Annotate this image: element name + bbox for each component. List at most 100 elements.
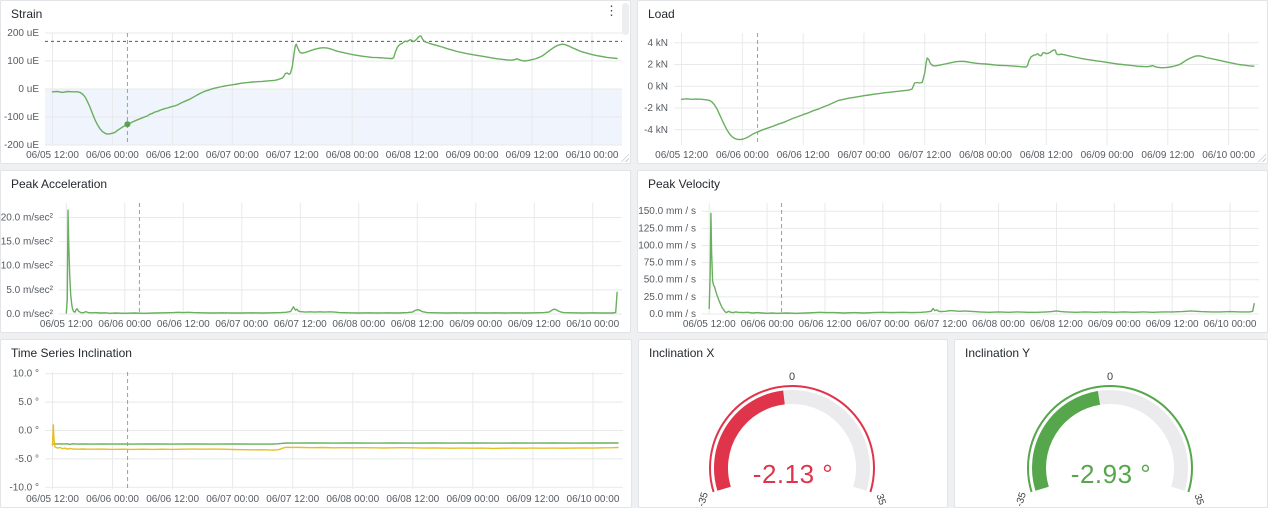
svg-text:-2 kN: -2 kN bbox=[644, 103, 668, 114]
svg-text:06/08 12:00: 06/08 12:00 bbox=[1030, 319, 1083, 330]
svg-text:06/06 00:00: 06/06 00:00 bbox=[86, 150, 139, 161]
svg-text:-35: -35 bbox=[1014, 491, 1029, 507]
svg-text:06/07 12:00: 06/07 12:00 bbox=[914, 319, 967, 330]
svg-text:-10.0 °: -10.0 ° bbox=[9, 482, 39, 493]
svg-text:10.0 m/sec²: 10.0 m/sec² bbox=[1, 261, 54, 272]
panel-header-peak-velocity: Peak Velocity bbox=[638, 171, 1267, 195]
svg-text:06/09 00:00: 06/09 00:00 bbox=[449, 319, 502, 330]
svg-text:0 kN: 0 kN bbox=[647, 81, 668, 92]
panel-time-series-inclination: Time Series Inclination 10.0 ° 5.0 ° 0.0 °… bbox=[0, 339, 632, 508]
svg-text:06/09 12:00: 06/09 12:00 bbox=[507, 494, 560, 505]
inclination-x-value: -2.13 ° bbox=[752, 459, 834, 489]
panel-inclination-x: Inclination X 0 -35 35 -2.13 ° bbox=[638, 339, 948, 508]
inclination-y-gauge: 0 -35 35 -2.93 ° bbox=[955, 364, 1267, 507]
svg-text:06/09 00:00: 06/09 00:00 bbox=[446, 150, 499, 161]
panel-title-peak-velocity[interactable]: Peak Velocity bbox=[648, 177, 721, 191]
panel-title-inclination-x[interactable]: Inclination X bbox=[649, 346, 715, 360]
svg-text:06/07 00:00: 06/07 00:00 bbox=[215, 319, 268, 330]
panel-title-load[interactable]: Load bbox=[648, 7, 675, 21]
panel-title-peak-acceleration[interactable]: Peak Acceleration bbox=[11, 177, 108, 191]
svg-text:06/06 12:00: 06/06 12:00 bbox=[799, 319, 852, 330]
svg-text:06/06 00:00: 06/06 00:00 bbox=[98, 319, 151, 330]
svg-text:06/07 12:00: 06/07 12:00 bbox=[266, 150, 319, 161]
panel-inclination-y: Inclination Y 0 -35 35 -2.93 ° bbox=[954, 339, 1268, 508]
svg-text:35: 35 bbox=[1192, 493, 1206, 507]
svg-text:06/05 12:00: 06/05 12:00 bbox=[683, 319, 736, 330]
svg-text:20.0 m/sec²: 20.0 m/sec² bbox=[1, 212, 54, 223]
panel-title-time-series-inclination[interactable]: Time Series Inclination bbox=[11, 346, 132, 360]
svg-text:06/10 00:00: 06/10 00:00 bbox=[1202, 150, 1255, 161]
dashboard-row-2: Peak Acceleration 20.0 m/sec² 15.0 m/sec²… bbox=[0, 170, 1268, 333]
svg-text:35: 35 bbox=[874, 493, 888, 507]
svg-text:0: 0 bbox=[1107, 371, 1113, 383]
inclination-x-gauge: 0 -35 35 -2.13 ° bbox=[639, 364, 947, 507]
panel-hover-strip bbox=[622, 3, 629, 35]
svg-text:75.0 mm / s: 75.0 mm / s bbox=[644, 258, 696, 269]
svg-text:-100 uE: -100 uE bbox=[4, 112, 39, 123]
svg-text:06/08 12:00: 06/08 12:00 bbox=[1020, 150, 1073, 161]
svg-text:06/06 12:00: 06/06 12:00 bbox=[777, 150, 830, 161]
inclination-y-gauge-arc: 0 -35 35 bbox=[1014, 371, 1206, 507]
svg-text:100.0 mm / s: 100.0 mm / s bbox=[638, 240, 696, 251]
panel-header-load: Load bbox=[638, 1, 1267, 25]
svg-text:-4 kN: -4 kN bbox=[644, 125, 668, 136]
svg-text:06/07 00:00: 06/07 00:00 bbox=[206, 494, 259, 505]
kebab-menu-icon[interactable]: ⋮ bbox=[605, 3, 618, 18]
svg-text:06/08 12:00: 06/08 12:00 bbox=[386, 494, 439, 505]
peak-velocity-chart[interactable]: 150.0 mm / s 125.0 mm / s 100.0 mm / s 75.0… bbox=[638, 195, 1267, 332]
svg-text:5.0 m/sec²: 5.0 m/sec² bbox=[6, 285, 53, 296]
svg-text:06/06 12:00: 06/06 12:00 bbox=[146, 150, 199, 161]
svg-text:06/06 12:00: 06/06 12:00 bbox=[157, 319, 210, 330]
svg-text:06/09 12:00: 06/09 12:00 bbox=[506, 150, 559, 161]
panel-title-strain[interactable]: Strain bbox=[11, 7, 43, 21]
svg-text:06/10 00:00: 06/10 00:00 bbox=[566, 150, 619, 161]
svg-text:15.0 m/sec²: 15.0 m/sec² bbox=[1, 237, 54, 248]
svg-text:06/10 00:00: 06/10 00:00 bbox=[1204, 319, 1257, 330]
svg-text:150.0 mm / s: 150.0 mm / s bbox=[638, 206, 696, 217]
panel-header-peak-acceleration: Peak Acceleration bbox=[1, 171, 630, 195]
svg-text:06/08 00:00: 06/08 00:00 bbox=[326, 150, 379, 161]
svg-text:0 uE: 0 uE bbox=[18, 84, 39, 95]
svg-text:06/06 00:00: 06/06 00:00 bbox=[716, 150, 769, 161]
svg-text:06/06 00:00: 06/06 00:00 bbox=[741, 319, 794, 330]
svg-text:5.0 °: 5.0 ° bbox=[18, 397, 39, 408]
svg-text:06/07 12:00: 06/07 12:00 bbox=[274, 319, 327, 330]
svg-text:100 uE: 100 uE bbox=[7, 56, 39, 67]
panel-header-inclination-x: Inclination X bbox=[639, 340, 947, 364]
peak-acceleration-chart[interactable]: 20.0 m/sec² 15.0 m/sec² 10.0 m/sec² 5.0 m/s… bbox=[1, 195, 630, 332]
svg-text:06/08 12:00: 06/08 12:00 bbox=[386, 150, 439, 161]
svg-text:06/09 12:00: 06/09 12:00 bbox=[508, 319, 561, 330]
svg-text:06/08 00:00: 06/08 00:00 bbox=[972, 319, 1025, 330]
svg-text:0: 0 bbox=[789, 371, 795, 383]
svg-text:125.0 mm / s: 125.0 mm / s bbox=[638, 223, 696, 234]
svg-text:2 kN: 2 kN bbox=[647, 60, 668, 71]
load-chart[interactable]: 4 kN 2 kN 0 kN -2 kN -4 kN 06/05 12:00 06/06 0… bbox=[638, 25, 1267, 163]
svg-text:06/05 12:00: 06/05 12:00 bbox=[655, 150, 708, 161]
svg-text:06/05 12:00: 06/05 12:00 bbox=[26, 150, 79, 161]
svg-text:-35: -35 bbox=[696, 491, 711, 507]
svg-text:0.0 m/sec²: 0.0 m/sec² bbox=[6, 309, 53, 320]
panel-header-strain: Strain bbox=[1, 1, 630, 25]
svg-text:06/06 00:00: 06/06 00:00 bbox=[86, 494, 139, 505]
svg-text:06/10 00:00: 06/10 00:00 bbox=[566, 319, 619, 330]
svg-text:200 uE: 200 uE bbox=[7, 28, 39, 39]
svg-text:06/05 12:00: 06/05 12:00 bbox=[40, 319, 93, 330]
svg-text:06/09 00:00: 06/09 00:00 bbox=[1081, 150, 1134, 161]
panel-header-time-series-inclination: Time Series Inclination bbox=[1, 340, 631, 364]
panel-title-inclination-y[interactable]: Inclination Y bbox=[965, 346, 1031, 360]
svg-text:06/08 00:00: 06/08 00:00 bbox=[326, 494, 379, 505]
panel-resize-handle[interactable] bbox=[620, 153, 629, 162]
inclination-x-gauge-arc: 0 -35 35 bbox=[696, 371, 888, 507]
svg-text:06/10 00:00: 06/10 00:00 bbox=[567, 494, 620, 505]
svg-text:06/09 12:00: 06/09 12:00 bbox=[1141, 150, 1194, 161]
inclination-y-value: -2.93 ° bbox=[1070, 459, 1152, 489]
dashboard-row-1: Strain ⋮ 200 uE 100 uE 0 uE -100 uE -200 uE 0… bbox=[0, 0, 1268, 164]
svg-text:06/05 12:00: 06/05 12:00 bbox=[26, 494, 79, 505]
svg-text:06/06 12:00: 06/06 12:00 bbox=[146, 494, 199, 505]
svg-text:06/09 00:00: 06/09 00:00 bbox=[446, 494, 499, 505]
svg-text:10.0 °: 10.0 ° bbox=[13, 369, 39, 380]
panel-resize-handle[interactable] bbox=[1257, 153, 1266, 162]
time-series-inclination-chart[interactable]: 10.0 ° 5.0 ° 0.0 ° -5.0 ° -10.0 °06/05 12:00… bbox=[1, 364, 631, 507]
